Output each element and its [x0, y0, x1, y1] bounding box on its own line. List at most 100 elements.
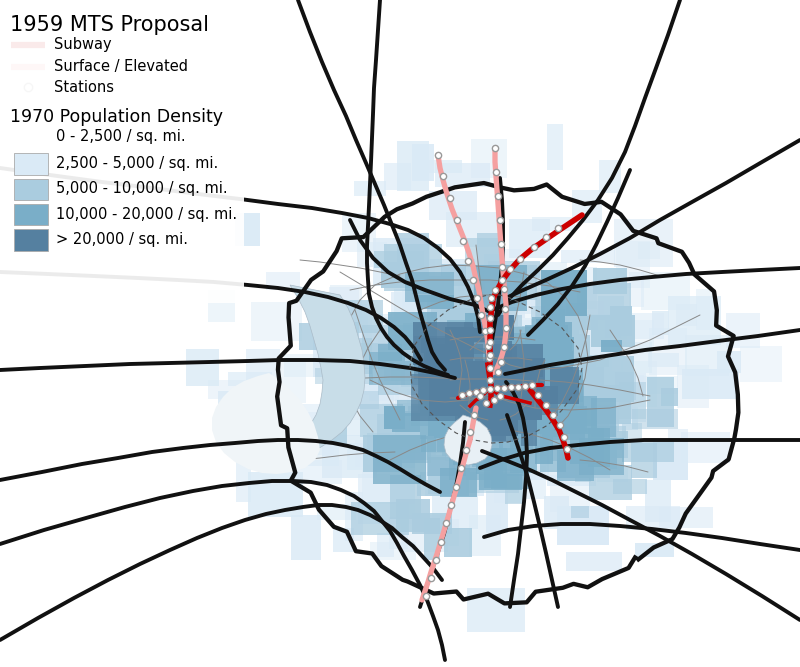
Bar — [582, 314, 627, 355]
Bar — [443, 337, 481, 364]
Bar — [479, 388, 537, 429]
Bar — [543, 424, 586, 440]
Bar — [559, 426, 617, 469]
Bar — [566, 303, 586, 342]
Bar — [575, 456, 590, 482]
Bar — [558, 344, 611, 364]
Bar — [508, 386, 558, 400]
Bar — [233, 396, 268, 417]
Bar — [471, 328, 490, 342]
Bar — [521, 344, 558, 386]
Bar — [581, 267, 598, 309]
Bar — [622, 423, 642, 444]
Bar — [541, 413, 566, 442]
Bar — [494, 368, 527, 414]
Bar — [538, 408, 597, 434]
Bar — [538, 359, 596, 406]
Bar — [550, 335, 590, 381]
Bar — [466, 370, 522, 386]
Text: 5,000 - 10,000 / sq. mi.: 5,000 - 10,000 / sq. mi. — [56, 181, 228, 196]
Bar — [625, 376, 678, 394]
Bar — [487, 403, 514, 442]
Bar — [417, 295, 454, 309]
Bar — [402, 342, 431, 388]
Bar — [601, 340, 622, 352]
Bar — [467, 364, 497, 392]
Bar — [676, 304, 697, 325]
Bar — [392, 413, 420, 432]
Bar — [490, 340, 514, 376]
Bar — [409, 406, 456, 454]
Bar — [402, 290, 438, 339]
Bar — [484, 315, 514, 340]
Bar — [515, 325, 560, 352]
Bar — [476, 449, 501, 474]
Bar — [474, 402, 510, 423]
Bar — [412, 276, 454, 294]
Bar — [647, 353, 679, 367]
Bar — [555, 412, 571, 428]
Bar — [588, 428, 610, 467]
Bar — [509, 376, 528, 400]
Bar — [659, 507, 713, 528]
Bar — [444, 528, 472, 557]
Bar — [491, 448, 530, 489]
Bar — [354, 440, 382, 468]
Bar — [454, 318, 482, 356]
Bar — [473, 267, 504, 307]
Bar — [573, 189, 602, 223]
Bar — [547, 400, 581, 418]
Bar — [471, 382, 502, 404]
Bar — [552, 316, 598, 330]
Bar — [448, 369, 482, 408]
Bar — [208, 289, 234, 322]
Bar — [377, 533, 394, 557]
Bar — [474, 265, 527, 311]
Bar — [412, 144, 434, 181]
Bar — [499, 358, 546, 406]
Bar — [450, 265, 473, 305]
Bar — [494, 473, 526, 503]
Bar — [432, 490, 478, 529]
Bar — [228, 372, 272, 386]
Bar — [429, 457, 454, 494]
Bar — [249, 472, 302, 517]
Bar — [599, 160, 622, 193]
Bar — [519, 341, 538, 357]
Bar — [546, 406, 587, 432]
Bar — [420, 361, 440, 410]
Bar — [488, 261, 541, 279]
Bar — [505, 469, 523, 504]
Bar — [465, 313, 502, 341]
Bar — [682, 369, 738, 398]
Bar — [502, 390, 550, 408]
Bar — [489, 396, 506, 410]
Bar — [539, 338, 582, 381]
Bar — [532, 217, 575, 231]
Bar — [441, 519, 459, 546]
Bar — [621, 361, 657, 408]
Bar — [597, 467, 628, 482]
Bar — [499, 370, 522, 384]
Bar — [550, 476, 590, 512]
Polygon shape — [444, 415, 492, 465]
Bar — [457, 364, 488, 378]
Bar — [320, 329, 338, 351]
Bar — [463, 349, 503, 374]
Bar — [390, 422, 420, 450]
Bar — [314, 368, 374, 384]
Bar — [740, 346, 782, 382]
Bar — [584, 429, 604, 449]
Bar — [410, 374, 467, 421]
Bar — [578, 283, 630, 320]
Bar — [478, 374, 515, 419]
Bar — [480, 358, 498, 406]
Bar — [566, 552, 622, 571]
Bar — [358, 241, 387, 267]
Polygon shape — [255, 285, 365, 461]
Bar — [490, 344, 543, 378]
Bar — [452, 360, 476, 388]
Bar — [438, 438, 474, 452]
Bar — [378, 414, 396, 462]
Bar — [546, 370, 583, 402]
